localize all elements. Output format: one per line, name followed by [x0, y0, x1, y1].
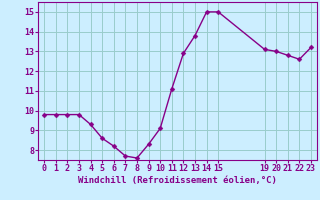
X-axis label: Windchill (Refroidissement éolien,°C): Windchill (Refroidissement éolien,°C) — [78, 176, 277, 185]
